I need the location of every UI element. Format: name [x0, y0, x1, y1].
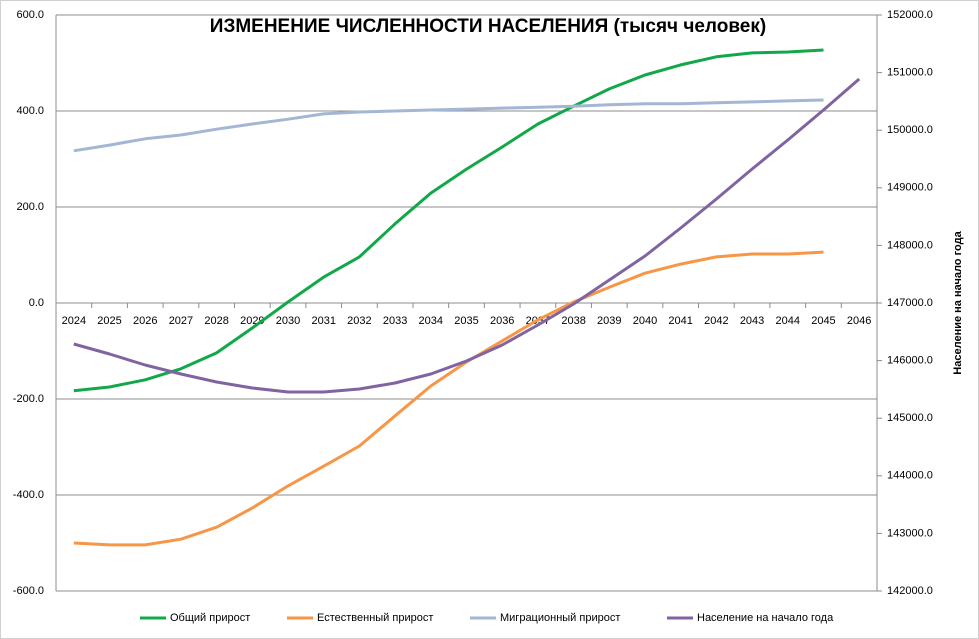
series-line — [73, 98, 824, 153]
x-tick-label: 2041 — [668, 315, 692, 327]
legend-label: Миграционный прирост — [500, 612, 620, 624]
x-tick-label: 2027 — [169, 315, 193, 327]
y2-tick-label: 144000.0 — [887, 470, 933, 482]
y2-tick-label: 150000.0 — [887, 124, 933, 136]
series-line — [73, 250, 824, 547]
x-tick-label: 2032 — [347, 315, 371, 327]
legend-label: Естественный прирост — [317, 612, 433, 624]
chart-title: ИЗМЕНЕНИЕ ЧИСЛЕННОСТИ НАСЕЛЕНИЯ (тысяч ч… — [210, 16, 766, 37]
y2-tick-label: 149000.0 — [887, 182, 933, 194]
y2-tick-label: 148000.0 — [887, 239, 933, 251]
series-line — [73, 48, 824, 393]
series-line — [73, 77, 861, 394]
y2-tick-label: 146000.0 — [887, 355, 933, 367]
x-tick-label: 2040 — [633, 315, 657, 327]
y2-tick-label: 143000.0 — [887, 527, 933, 539]
y2-axis-title: Население на начало года — [952, 230, 964, 374]
y-tick-label: -400.0 — [13, 489, 44, 501]
x-tick-label: 2031 — [311, 315, 335, 327]
y-tick-label: 0.0 — [29, 297, 44, 309]
y2-tick-label: 147000.0 — [887, 297, 933, 309]
legend-label: Население на начало года — [697, 612, 834, 624]
x-tick-label: 2030 — [276, 315, 300, 327]
y-tick-label: -200.0 — [13, 393, 44, 405]
x-tick-label: 2045 — [811, 315, 835, 327]
x-tick-label: 2026 — [133, 315, 157, 327]
x-tick-label: 2039 — [597, 315, 621, 327]
x-tick-label: 2038 — [561, 315, 585, 327]
x-tick-label: 2034 — [419, 315, 443, 327]
x-tick-label: 2044 — [776, 315, 800, 327]
x-tick-label: 2042 — [704, 315, 728, 327]
x-tick-label: 2036 — [490, 315, 514, 327]
x-tick-label: 2024 — [62, 315, 86, 327]
x-tick-label: 2025 — [97, 315, 121, 327]
x-tick-label: 2046 — [847, 315, 871, 327]
y2-tick-label: 152000.0 — [887, 9, 933, 21]
x-tick-label: 2033 — [383, 315, 407, 327]
x-tick-label: 2043 — [740, 315, 764, 327]
y-tick-label: 200.0 — [16, 201, 44, 213]
y-tick-label: -600.0 — [13, 585, 44, 597]
y2-tick-label: 142000.0 — [887, 585, 933, 597]
y-tick-label: 400.0 — [16, 105, 44, 117]
x-tick-label: 2035 — [454, 315, 478, 327]
y2-tick-label: 151000.0 — [887, 67, 933, 79]
x-tick-label: 2028 — [204, 315, 228, 327]
legend-label: Общий прирост — [170, 612, 250, 624]
y-tick-label: 600.0 — [16, 9, 44, 21]
y2-tick-label: 145000.0 — [887, 412, 933, 424]
